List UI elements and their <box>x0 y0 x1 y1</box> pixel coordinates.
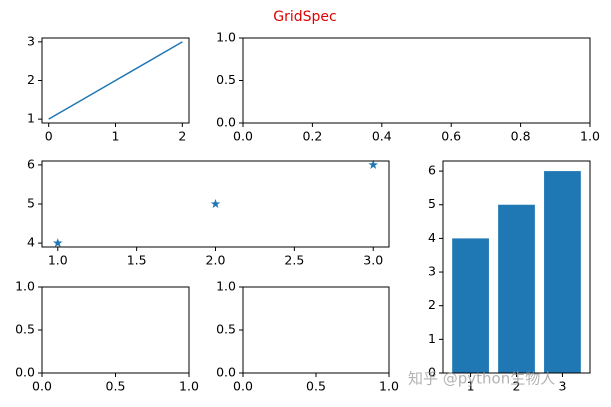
y-tick-label: 1.0 <box>15 279 35 294</box>
x-tick-label: 3.0 <box>363 253 383 268</box>
x-tick-label: 1.5 <box>127 253 147 268</box>
x-tick-label: 1 <box>467 379 475 394</box>
x-tick-label: 2 <box>513 379 521 394</box>
y-tick-label: 1 <box>428 331 436 346</box>
bar <box>544 171 581 373</box>
x-tick-label: 0.4 <box>372 129 392 144</box>
y-tick-label: 0.0 <box>15 365 35 380</box>
x-tick-label: 0.0 <box>32 379 52 394</box>
axes-frame <box>242 37 591 124</box>
x-tick-label: 1.0 <box>580 129 600 144</box>
x-tick-label: 3 <box>558 379 566 394</box>
x-tick-label: 2.5 <box>284 253 304 268</box>
scatter-point <box>368 159 378 169</box>
y-tick-label: 1.0 <box>216 30 236 45</box>
y-tick-label: 6 <box>27 156 35 171</box>
x-tick-label: 0 <box>45 129 53 144</box>
axes-frame <box>41 286 190 374</box>
x-tick-label: 1 <box>112 129 120 144</box>
x-tick-label: 0.6 <box>441 129 461 144</box>
y-tick-label: 3 <box>27 33 35 48</box>
x-tick-label: 0.2 <box>302 129 322 144</box>
y-tick-label: 2 <box>27 72 35 87</box>
y-tick-label: 5 <box>428 196 436 211</box>
y-tick-label: 0.5 <box>216 322 236 337</box>
x-tick-label: 0.5 <box>106 379 126 394</box>
x-tick-label: 0.0 <box>233 379 253 394</box>
x-tick-label: 0.5 <box>306 379 326 394</box>
y-tick-label: 5 <box>27 196 35 211</box>
y-tick-label: 2 <box>428 297 436 312</box>
x-tick-label: 0.0 <box>233 129 253 144</box>
scatter-point <box>53 238 63 248</box>
y-tick-label: 3 <box>428 264 436 279</box>
data-line <box>48 41 183 120</box>
y-tick-label: 1 <box>27 111 35 126</box>
bar <box>498 204 535 373</box>
scatter-point <box>210 199 221 209</box>
x-tick-label: 2 <box>178 129 186 144</box>
y-tick-label: 4 <box>428 230 436 245</box>
axes-frame <box>242 286 390 374</box>
x-tick-label: 2.0 <box>206 253 226 268</box>
y-tick-label: 0 <box>428 365 436 380</box>
x-tick-label: 1.0 <box>179 379 199 394</box>
bar <box>452 238 489 373</box>
y-tick-label: 0.0 <box>216 365 236 380</box>
y-tick-label: 0.5 <box>15 322 35 337</box>
x-tick-label: 0.8 <box>511 129 531 144</box>
y-tick-label: 0.0 <box>216 115 236 130</box>
y-tick-label: 1.0 <box>216 279 236 294</box>
x-tick-label: 1.0 <box>379 379 399 394</box>
y-tick-label: 6 <box>428 163 436 178</box>
y-tick-label: 0.5 <box>216 72 236 87</box>
figure-title: GridSpec <box>273 9 336 25</box>
x-tick-label: 1.0 <box>48 253 68 268</box>
watermark: 知乎 @python生物人 <box>408 370 555 388</box>
y-tick-label: 4 <box>27 235 35 250</box>
